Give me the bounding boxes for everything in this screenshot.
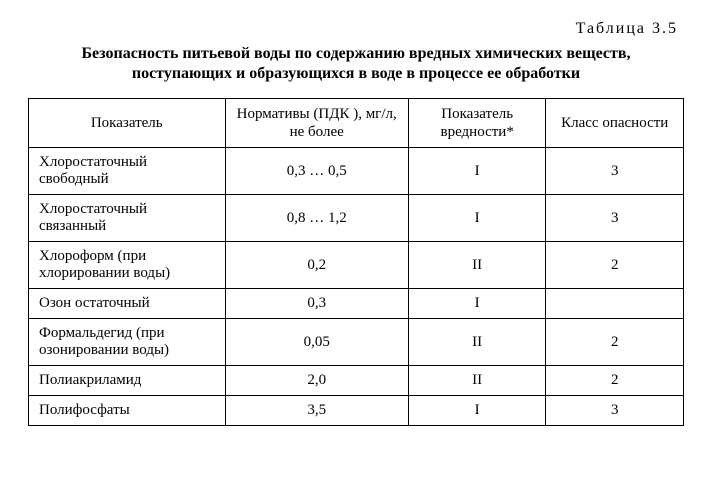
cell-harm: II [408, 242, 546, 289]
cell-indicator: Хлоростаточный свободный [29, 148, 226, 195]
cell-indicator: Хлоростаточный связанный [29, 195, 226, 242]
cell-harm: II [408, 366, 546, 396]
cell-hazard: 3 [546, 195, 684, 242]
table-row: Озон остаточный 0,3 I [29, 289, 684, 319]
cell-indicator: Формальдегид (при озонировании воды) [29, 319, 226, 366]
col-header-indicator: Показатель [29, 99, 226, 148]
cell-hazard: 2 [546, 242, 684, 289]
cell-hazard: 3 [546, 396, 684, 426]
table-row: Полиакриламид 2,0 II 2 [29, 366, 684, 396]
cell-indicator: Озон остаточный [29, 289, 226, 319]
cell-harm: I [408, 396, 546, 426]
cell-harm: II [408, 319, 546, 366]
table-row: Хлоростаточный связанный 0,8 … 1,2 I 3 [29, 195, 684, 242]
cell-indicator: Полиакриламид [29, 366, 226, 396]
table-row: Полифосфаты 3,5 I 3 [29, 396, 684, 426]
cell-norm: 3,5 [225, 396, 408, 426]
table-row: Хлоростаточный свободный 0,3 … 0,5 I 3 [29, 148, 684, 195]
cell-hazard [546, 289, 684, 319]
cell-indicator: Полифосфаты [29, 396, 226, 426]
table-header-row: Показатель Нормативы (ПДК ), мг/л, не бо… [29, 99, 684, 148]
cell-indicator: Хлороформ (при хлорировании воды) [29, 242, 226, 289]
data-table: Показатель Нормативы (ПДК ), мг/л, не бо… [28, 98, 684, 426]
cell-harm: I [408, 195, 546, 242]
col-header-harm: Показатель вредности* [408, 99, 546, 148]
cell-hazard: 3 [546, 148, 684, 195]
cell-norm: 0,2 [225, 242, 408, 289]
cell-harm: I [408, 148, 546, 195]
cell-norm: 2,0 [225, 366, 408, 396]
table-number: Таблица 3.5 [28, 20, 684, 38]
col-header-norm: Нормативы (ПДК ), мг/л, не более [225, 99, 408, 148]
table-row: Формальдегид (при озонировании воды) 0,0… [29, 319, 684, 366]
cell-hazard: 2 [546, 366, 684, 396]
cell-norm: 0,05 [225, 319, 408, 366]
table-caption: Безопасность питьевой воды по содержанию… [36, 44, 676, 84]
table-row: Хлороформ (при хлорировании воды) 0,2 II… [29, 242, 684, 289]
cell-norm: 0,3 … 0,5 [225, 148, 408, 195]
cell-norm: 0,3 [225, 289, 408, 319]
cell-norm: 0,8 … 1,2 [225, 195, 408, 242]
cell-harm: I [408, 289, 546, 319]
col-header-hazard: Класс опасности [546, 99, 684, 148]
cell-hazard: 2 [546, 319, 684, 366]
